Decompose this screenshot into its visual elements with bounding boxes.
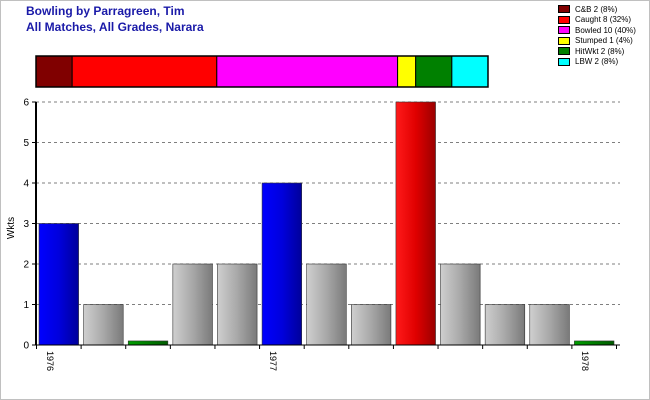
bar (529, 304, 570, 346)
legend-item-cb: C&B 2 (8%) (558, 4, 650, 15)
stack-segment-cb (35, 55, 73, 88)
legend-item-bowled: Bowled 10 (40%) (558, 25, 650, 36)
stack-segment-bowled (216, 55, 399, 88)
x-tick-label: 1978 (580, 351, 590, 371)
legend-swatch-lbw (558, 57, 570, 66)
y-tick-label: 3 (23, 219, 29, 230)
y-tick-label: 5 (23, 138, 29, 149)
x-tick-labels: 1976 1977 1978 (36, 345, 617, 371)
legend-swatch-cb (558, 5, 570, 14)
bar (217, 263, 258, 346)
bar (172, 263, 213, 346)
stack-segment-hitwkt (415, 55, 453, 88)
bar (306, 263, 347, 346)
bar (38, 223, 79, 346)
chart-subtitle: All Matches, All Grades, Narara (26, 20, 204, 34)
legend-swatch-bowled (558, 26, 570, 35)
y-tick-label: 2 (23, 260, 29, 271)
legend-label-caught: Caught 8 (32%) (575, 15, 632, 25)
stack-bar-outline (35, 55, 489, 88)
legend-item-caught: Caught 8 (32%) (558, 15, 650, 26)
legend-label-lbw: LBW 2 (8%) (575, 57, 619, 67)
bar (351, 304, 392, 346)
chart-title: Bowling by Parragreen, Tim (26, 4, 185, 18)
stack-segment-lbw (451, 55, 489, 88)
bar (395, 101, 436, 346)
legend-swatch-stumped (558, 36, 570, 45)
stack-segment-caught (71, 55, 218, 88)
legend-item-lbw: LBW 2 (8%) (558, 57, 650, 68)
bar (440, 263, 481, 346)
bar (484, 304, 526, 346)
y-tick-label: 6 (23, 98, 29, 109)
bar (127, 340, 169, 346)
bar (574, 340, 615, 346)
y-tick-label: 4 (23, 179, 29, 190)
legend-swatch-caught (558, 15, 570, 24)
legend-swatch-hitwkt (558, 47, 570, 56)
dismissal-stacked-bar (35, 55, 489, 88)
y-axis-title: Wkts (6, 217, 17, 239)
legend-label-cb: C&B 2 (8%) (575, 4, 618, 14)
legend-item-hitwkt: HitWkt 2 (8%) (558, 46, 650, 57)
y-tick-labels: 0 1 2 3 4 5 6 (23, 98, 36, 352)
y-tick-label: 1 (23, 300, 29, 311)
legend-label-bowled: Bowled 10 (40%) (575, 25, 636, 35)
bar (261, 182, 302, 346)
legend-label-hitwkt: HitWkt 2 (8%) (575, 46, 625, 56)
legend-item-stumped: Stumped 1 (4%) (558, 36, 650, 47)
x-tick-label: 1977 (268, 351, 278, 371)
stack-segment-stumped (397, 55, 417, 88)
bar-series (38, 101, 615, 346)
legend: C&B 2 (8%) Caught 8 (32%) Bowled 10 (40%… (558, 4, 650, 67)
gridlines (36, 101, 620, 305)
bar (83, 304, 124, 346)
legend-label-stumped: Stumped 1 (4%) (575, 36, 633, 46)
x-tick-label: 1976 (45, 351, 55, 371)
y-tick-label: 0 (23, 341, 29, 352)
